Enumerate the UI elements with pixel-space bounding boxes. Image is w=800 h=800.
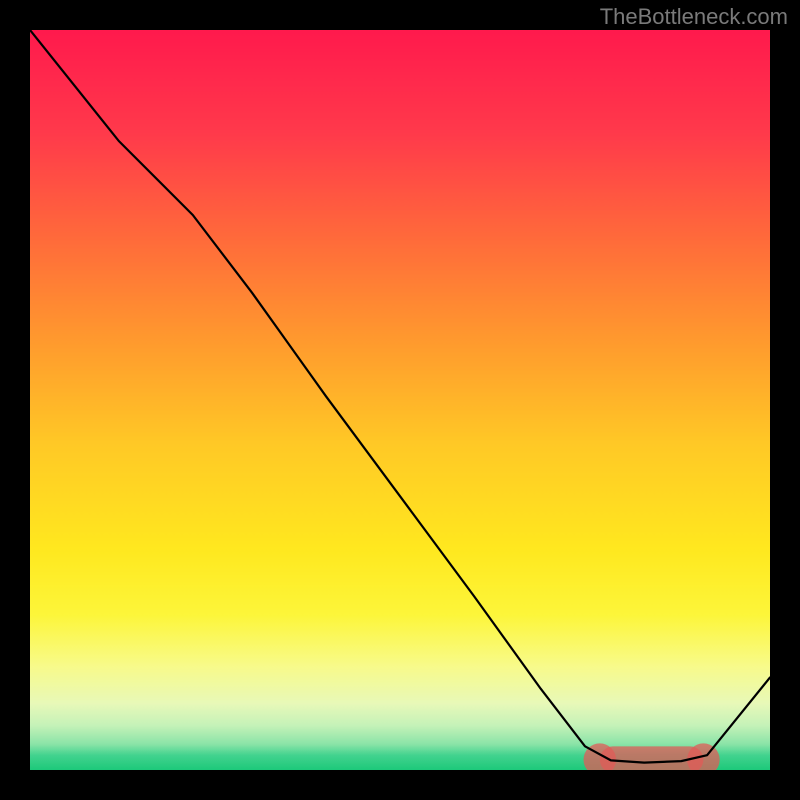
chart-line xyxy=(30,30,770,763)
chart-svg xyxy=(30,30,770,770)
watermark-text: TheBottleneck.com xyxy=(600,4,788,30)
chart-plot-area xyxy=(30,30,770,770)
